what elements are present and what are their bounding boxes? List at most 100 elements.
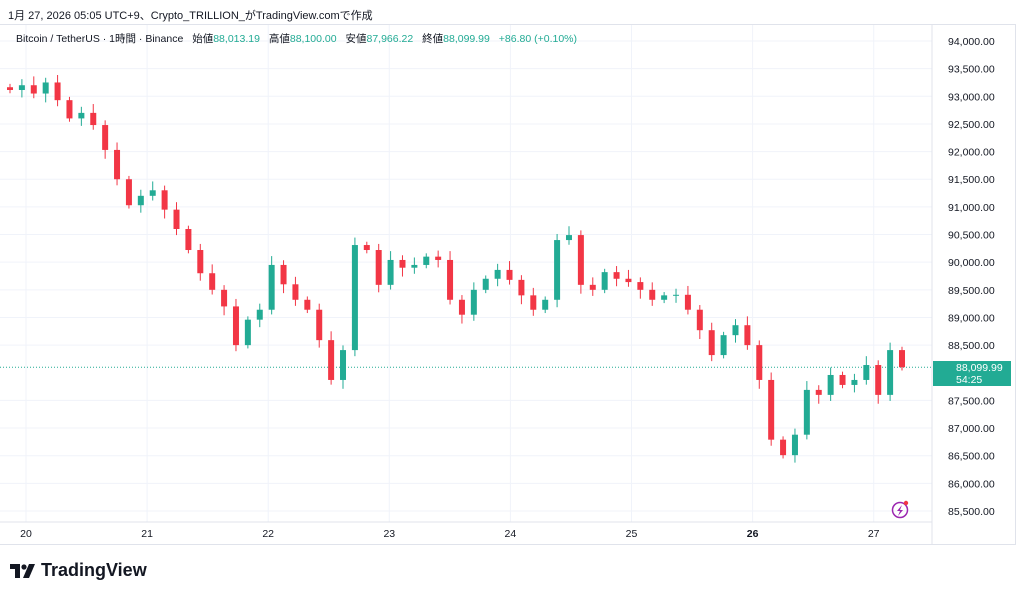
candle-body <box>173 209 180 229</box>
candle-body <box>815 389 822 395</box>
price-tick: 85,500.00 <box>948 506 995 518</box>
candle-body <box>530 295 537 310</box>
lightning-alert-icon <box>891 500 909 519</box>
candle-body <box>768 379 775 440</box>
candle-body <box>125 179 132 206</box>
low-value: 87,966.22 <box>366 33 414 45</box>
candle-body <box>90 112 97 126</box>
price-tick: 89,500.00 <box>948 285 995 297</box>
high-label: 高値 <box>268 33 290 45</box>
candle-body <box>292 284 299 300</box>
candle-body <box>209 273 216 290</box>
candle-body <box>649 289 656 300</box>
tradingview-logo[interactable]: TradingView <box>10 560 147 581</box>
alert-dot <box>903 500 909 506</box>
last-price-label: 88,099.99 54:25 <box>933 361 1011 386</box>
candle-body <box>30 85 37 94</box>
candle-body <box>304 299 311 310</box>
candle-body <box>899 350 905 368</box>
lightning-circle <box>891 501 909 519</box>
high-value: 88,100.00 <box>289 33 337 45</box>
candle-body <box>458 299 465 315</box>
candle-body <box>577 235 584 285</box>
candle-body <box>470 289 477 315</box>
price-tick: 89,000.00 <box>948 312 995 324</box>
candle-body <box>542 299 549 310</box>
date-tick: 26 <box>747 528 759 540</box>
candle-body <box>673 294 680 296</box>
candle-body <box>637 282 644 290</box>
chart-caption: 1月 27, 2026 05:05 UTC+9、Crypto_TRILLION_… <box>8 10 373 22</box>
candle-body <box>589 284 596 290</box>
date-tick: 27 <box>868 528 880 540</box>
date-tick: 20 <box>20 528 32 540</box>
date-tick: 25 <box>626 528 638 540</box>
candle-body <box>720 335 727 356</box>
candle-body <box>185 229 192 251</box>
price-tick: 87,000.00 <box>948 423 995 435</box>
low-label: 安値 <box>345 33 367 45</box>
symbol-label[interactable]: Bitcoin / TetherUS · 1時間 · Binance <box>16 33 184 45</box>
date-tick: 24 <box>505 528 517 540</box>
price-tick: 90,500.00 <box>948 230 995 242</box>
candle-body <box>221 289 228 307</box>
candle-body <box>7 87 13 90</box>
bar-countdown: 54:25 <box>956 374 983 386</box>
candle-body <box>696 309 703 331</box>
candle-body <box>232 306 239 346</box>
candle-body <box>78 112 85 119</box>
candle-body <box>256 309 263 320</box>
candle-body <box>554 240 561 300</box>
chart-frame <box>0 24 1016 545</box>
lightning-bolt <box>897 505 903 516</box>
candle-body <box>435 256 442 260</box>
candle-body <box>803 389 810 435</box>
candle-body <box>137 195 144 206</box>
price-tick: 93,500.00 <box>948 64 995 76</box>
logo-text: TradingView <box>41 560 147 580</box>
candle-body <box>399 259 406 268</box>
open-label: 始値 <box>192 33 214 45</box>
price-tick: 93,000.00 <box>948 91 995 103</box>
candle-body <box>375 250 382 285</box>
open-value: 88,013.19 <box>213 33 260 45</box>
price-tick: 86,500.00 <box>948 451 995 463</box>
candle-body <box>268 264 275 310</box>
candle-body <box>423 256 430 265</box>
candle-body <box>54 82 61 101</box>
candle-body <box>827 374 834 395</box>
candle-body <box>161 190 168 210</box>
candle-body <box>684 294 691 310</box>
candle-body <box>42 82 49 94</box>
candle-body <box>328 340 335 380</box>
candle-body <box>363 245 370 251</box>
candle-body <box>244 319 251 346</box>
candle-body <box>851 379 858 385</box>
date-tick: 21 <box>141 528 153 540</box>
price-tick: 92,500.00 <box>948 119 995 131</box>
price-tick: 86,000.00 <box>948 478 995 490</box>
candle-body <box>506 269 513 280</box>
candle-body <box>340 350 347 380</box>
candle-body <box>601 272 608 290</box>
ohlc-legend: Bitcoin / TetherUS · 1時間 · Binance 始値88,… <box>16 31 577 46</box>
candle-body <box>613 272 620 279</box>
price-tick: 91,000.00 <box>948 202 995 214</box>
price-tick: 94,000.00 <box>948 36 995 48</box>
candle-body <box>565 235 572 241</box>
candle-body <box>447 259 454 300</box>
candle-body <box>887 350 894 395</box>
candle-body <box>411 264 418 268</box>
date-tick: 22 <box>262 528 274 540</box>
candle-body <box>102 125 109 150</box>
candle-body <box>863 365 870 380</box>
price-tick: 90,000.00 <box>948 257 995 269</box>
candle-body <box>839 374 846 385</box>
price-tick: 92,000.00 <box>948 147 995 159</box>
date-tick: 23 <box>383 528 395 540</box>
close-label: 終値 <box>422 33 444 45</box>
candle-body <box>780 439 787 456</box>
candle-body <box>316 309 323 341</box>
candle-body <box>791 434 798 456</box>
